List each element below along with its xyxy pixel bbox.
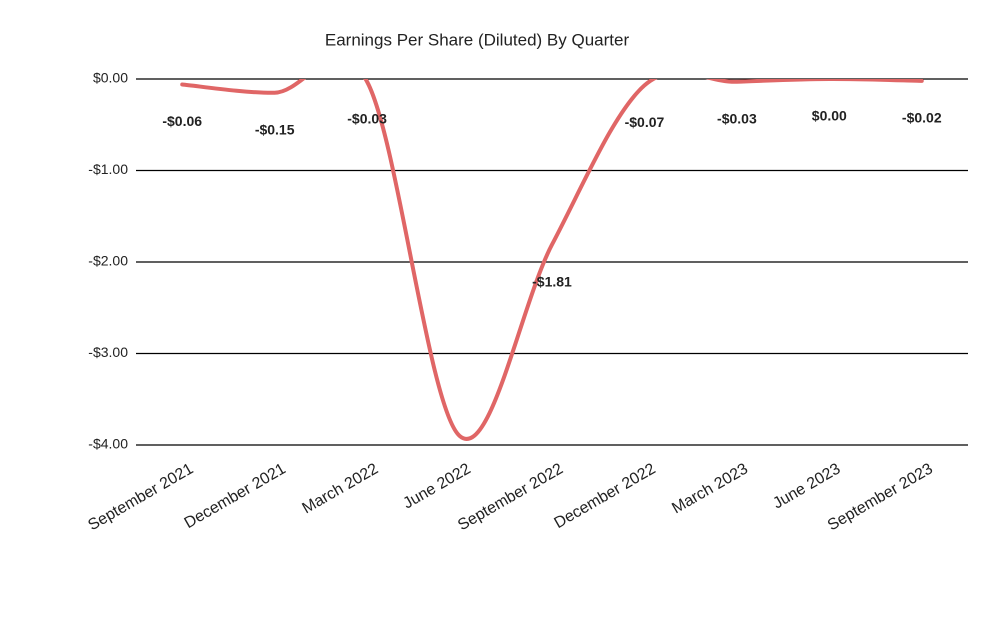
- data-label: -$0.02: [902, 110, 942, 126]
- y-tick-label: -$4.00: [88, 436, 128, 452]
- y-tick-label: $0.00: [93, 70, 128, 86]
- y-tick-label: -$1.00: [88, 161, 128, 177]
- y-tick-label: -$3.00: [88, 344, 128, 360]
- data-label: -$0.06: [162, 113, 202, 129]
- x-tick-label: June 2022: [400, 460, 473, 512]
- data-label: -$0.15: [255, 121, 295, 137]
- line: [180, 79, 924, 441]
- data-label: $0.00: [812, 108, 847, 124]
- data-label: -$0.03: [717, 110, 757, 126]
- chart-title: Earnings Per Share (Diluted) By Quarter: [325, 30, 630, 49]
- data-label: -$0.07: [625, 114, 665, 130]
- x-tick-label: December 2022: [551, 460, 658, 532]
- x-tick-label: December 2021: [182, 460, 289, 532]
- data-label: -$1.81: [532, 273, 572, 289]
- x-tick-label: March 2023: [669, 460, 751, 517]
- x-tick-label: March 2022: [300, 460, 382, 517]
- x-tick-label: June 2023: [770, 460, 843, 512]
- data-label: -$0.03: [347, 110, 387, 126]
- y-tick-label: -$2.00: [88, 253, 128, 269]
- x-tick-label: September 2023: [825, 460, 936, 534]
- x-tick-label: September 2021: [85, 460, 196, 534]
- x-tick-label: September 2022: [455, 460, 566, 534]
